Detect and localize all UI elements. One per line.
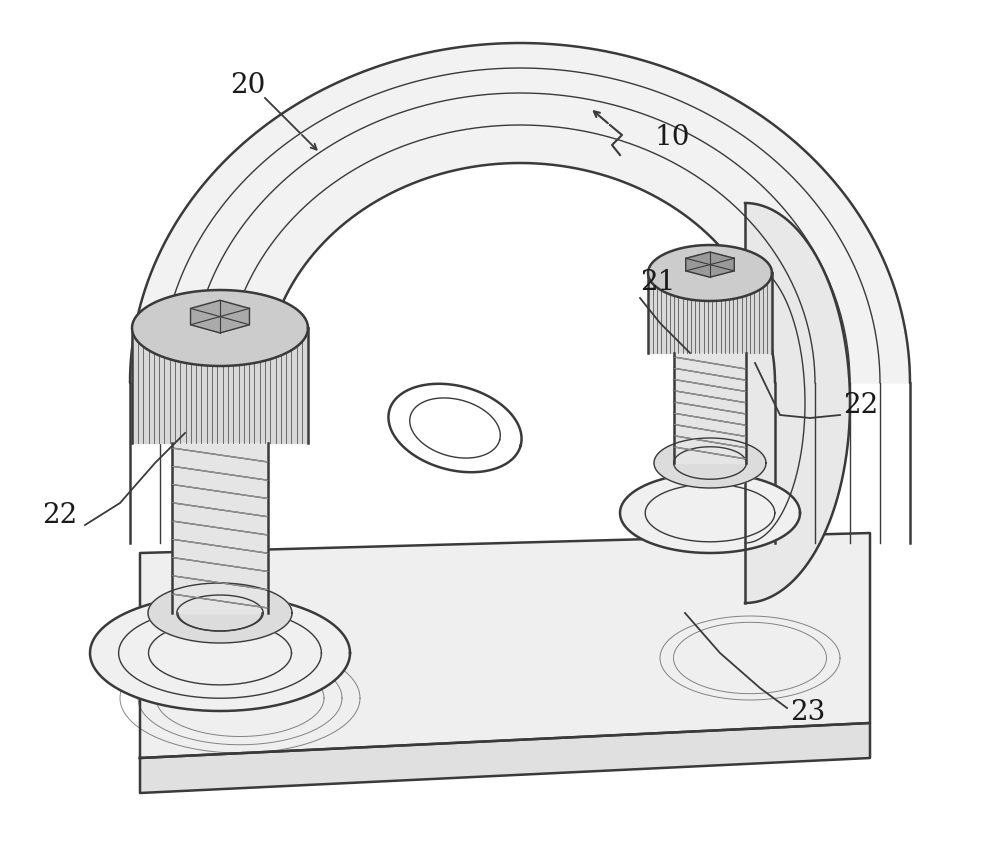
Text: 10: 10 xyxy=(655,124,690,151)
Text: 22: 22 xyxy=(843,392,878,419)
Polygon shape xyxy=(140,723,870,793)
Polygon shape xyxy=(130,43,910,383)
Text: 20: 20 xyxy=(230,72,265,99)
Polygon shape xyxy=(148,583,292,643)
Polygon shape xyxy=(620,473,800,553)
Polygon shape xyxy=(132,290,308,366)
Polygon shape xyxy=(132,328,308,443)
Polygon shape xyxy=(191,300,249,333)
Polygon shape xyxy=(686,252,734,277)
Polygon shape xyxy=(140,533,870,758)
Polygon shape xyxy=(648,273,772,353)
Text: 22: 22 xyxy=(42,502,77,529)
Polygon shape xyxy=(90,595,350,711)
Text: 23: 23 xyxy=(790,699,825,726)
Text: 21: 21 xyxy=(640,269,675,296)
Polygon shape xyxy=(648,245,772,301)
Polygon shape xyxy=(745,203,850,603)
Polygon shape xyxy=(674,353,746,463)
Polygon shape xyxy=(172,443,268,613)
Polygon shape xyxy=(654,438,766,488)
